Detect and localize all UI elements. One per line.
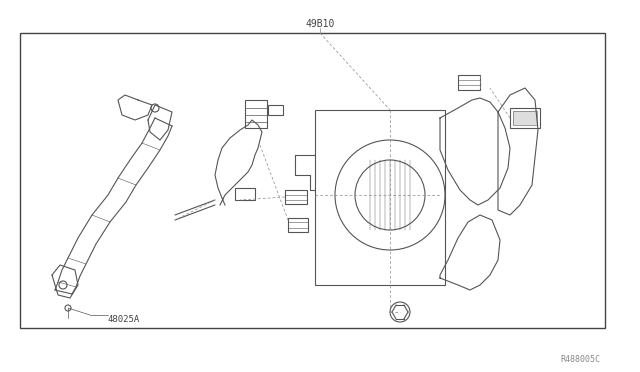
Text: R488005C: R488005C: [560, 356, 600, 365]
Bar: [288, 218, 308, 232]
Bar: [235, 188, 255, 200]
Text: 48025A: 48025A: [108, 315, 140, 324]
Text: 49B10: 49B10: [305, 19, 335, 29]
Bar: [268, 105, 283, 115]
Bar: [245, 100, 267, 128]
Bar: [315, 110, 445, 285]
Bar: [20, 33, 605, 328]
Bar: [513, 111, 537, 125]
Bar: [458, 75, 480, 90]
Bar: [285, 190, 307, 204]
Bar: [510, 108, 540, 128]
Bar: [513, 111, 537, 125]
